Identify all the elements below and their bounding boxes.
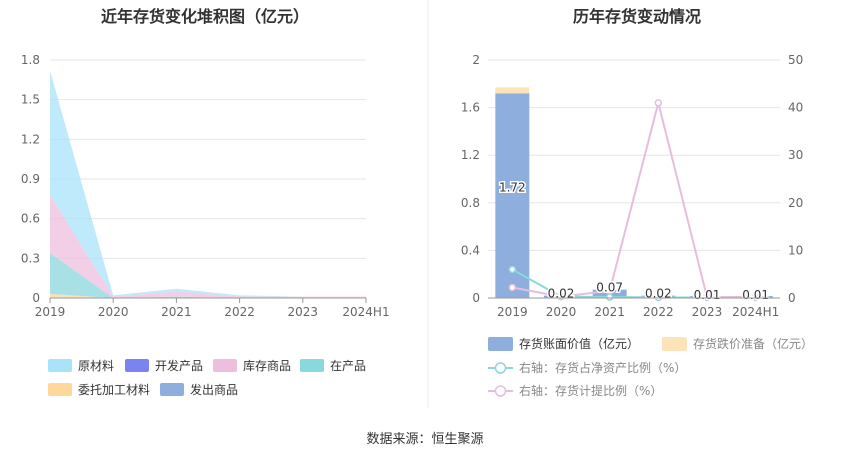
right-legend-marker: [494, 385, 507, 397]
left-legend-swatch: [48, 383, 72, 396]
left-chart-title: 近年存货变化堆积图（亿元）: [101, 7, 309, 26]
right-legend-swatch: [488, 337, 513, 351]
right-y2-tick-label: 30: [788, 148, 803, 162]
right-chart-title: 历年存货变动情况: [573, 7, 701, 26]
right-chart: 历年存货变动情况 1.72 0.02 0.07 0.02 0.01 0.01 0 0.4 0.…: [461, 7, 813, 398]
left-legend-label: 委托加工材料: [78, 383, 150, 397]
right-y-tick-label: 2: [472, 53, 480, 67]
left-y-tick-label: 1.2: [21, 132, 40, 146]
right-x-tick-label: 2023: [692, 305, 723, 319]
left-grid: [50, 59, 366, 259]
right-bar-data-label: 0.07: [596, 281, 623, 295]
right-bars: [495, 87, 773, 298]
right-x-tick-label: 2024H1: [732, 305, 779, 319]
right-y2-tick-label: 40: [788, 101, 803, 115]
left-legend-swatch: [213, 359, 237, 372]
right-bar-1: [495, 87, 530, 94]
right-x-tick-label: 2022: [643, 305, 674, 319]
left-legend-label: 库存商品: [243, 358, 291, 373]
right-y2-tick-label: 0: [788, 291, 796, 305]
right-y2-tick-label: 50: [788, 53, 803, 67]
right-x-tick-label: 2021: [594, 305, 625, 319]
left-y-tick-label: 0.6: [21, 212, 40, 226]
right-lines: [508, 99, 760, 302]
left-legend-swatch: [300, 359, 324, 372]
left-y-tick-label: 0: [32, 291, 40, 305]
right-line-point: [508, 283, 517, 292]
right-y-tick-label: 0: [472, 291, 480, 305]
left-x-tick-label: 2023: [288, 305, 319, 319]
right-y-tick-label: 0.4: [461, 243, 480, 257]
left-y-tick-label: 1.8: [21, 53, 40, 67]
right-legend-marker: [494, 362, 507, 374]
right-y2-tick-label: 20: [788, 196, 803, 210]
right-line-series-1: [512, 102, 756, 299]
right-line-point: [703, 293, 711, 301]
left-y-tick-label: 0.3: [21, 251, 40, 265]
left-areas: [50, 70, 366, 298]
left-area-series-1: [50, 253, 366, 298]
left-legend-label: 在产品: [330, 359, 366, 373]
right-line-point: [654, 99, 663, 107]
left-x-tick-label: 2021: [161, 305, 192, 319]
right-y-tick-label: 1.2: [461, 148, 480, 162]
right-line-point: [508, 265, 517, 274]
left-axes: 0 0.3 0.6 0.9 1.2 1.5 1.8 2019 2020 2021 2022 2023 2…: [21, 53, 390, 319]
right-legend-label: 右轴：存货占净资产比例（%）: [519, 360, 686, 375]
right-bar-data-label: 0.02: [548, 287, 575, 301]
right-legend-label: 存货账面价值（亿元）: [519, 336, 639, 351]
left-area-series-3: [50, 70, 366, 297]
right-y2-tick-label: 10: [788, 243, 803, 257]
left-legend-swatch: [48, 359, 72, 372]
right-legend-label: 右轴：存货计提比例（%）: [519, 383, 662, 398]
left-x-tick-label: 2022: [224, 305, 255, 319]
right-x-tick-label: 2020: [546, 305, 577, 319]
right-grid: [488, 59, 780, 251]
left-legend-swatch: [125, 359, 149, 372]
left-y-tick-label: 0.9: [21, 172, 40, 186]
left-y-tick-label: 1.5: [21, 93, 40, 107]
right-bar-data-label: 0.01: [694, 288, 721, 302]
source-note: 数据来源：恒生聚源: [366, 432, 483, 447]
right-y-tick-label: 0.8: [461, 196, 480, 210]
left-x-tick-label: 2020: [98, 305, 129, 319]
right-legend-swatch: [662, 337, 687, 351]
right-bar-data-label: 0.02: [645, 287, 672, 301]
right-legend: 存货账面价值（亿元） 存货跌价准备（亿元） 右轴：存货占净资产比例（%） 右轴：存货计…: [488, 336, 813, 398]
left-legend-label: 发出商品: [190, 382, 238, 397]
left-legend-label: 原材料: [78, 359, 114, 373]
left-legend-swatch: [160, 383, 184, 396]
right-bar-data-label: 0.01: [742, 288, 769, 302]
right-x-tick-label: 2019: [497, 305, 528, 319]
right-bar-0: [495, 93, 530, 298]
left-x-tick-label: 2019: [35, 305, 66, 319]
right-legend-label: 存货跌价准备（亿元）: [693, 336, 813, 351]
right-bar-data-label: 1.72: [499, 181, 526, 195]
right-y-tick-label: 1.6: [461, 101, 480, 115]
right-line-point: [605, 293, 614, 301]
left-legend-label: 开发产品: [155, 358, 203, 373]
right-line-point: [751, 293, 760, 301]
left-x-tick-label: 2024H1: [342, 305, 389, 319]
right-line-point: [605, 287, 614, 295]
left-chart: 近年存货变化堆积图（亿元） 0 0.3 0.6 0.9 1.2 1.5 1.8 2019 202…: [21, 7, 390, 397]
